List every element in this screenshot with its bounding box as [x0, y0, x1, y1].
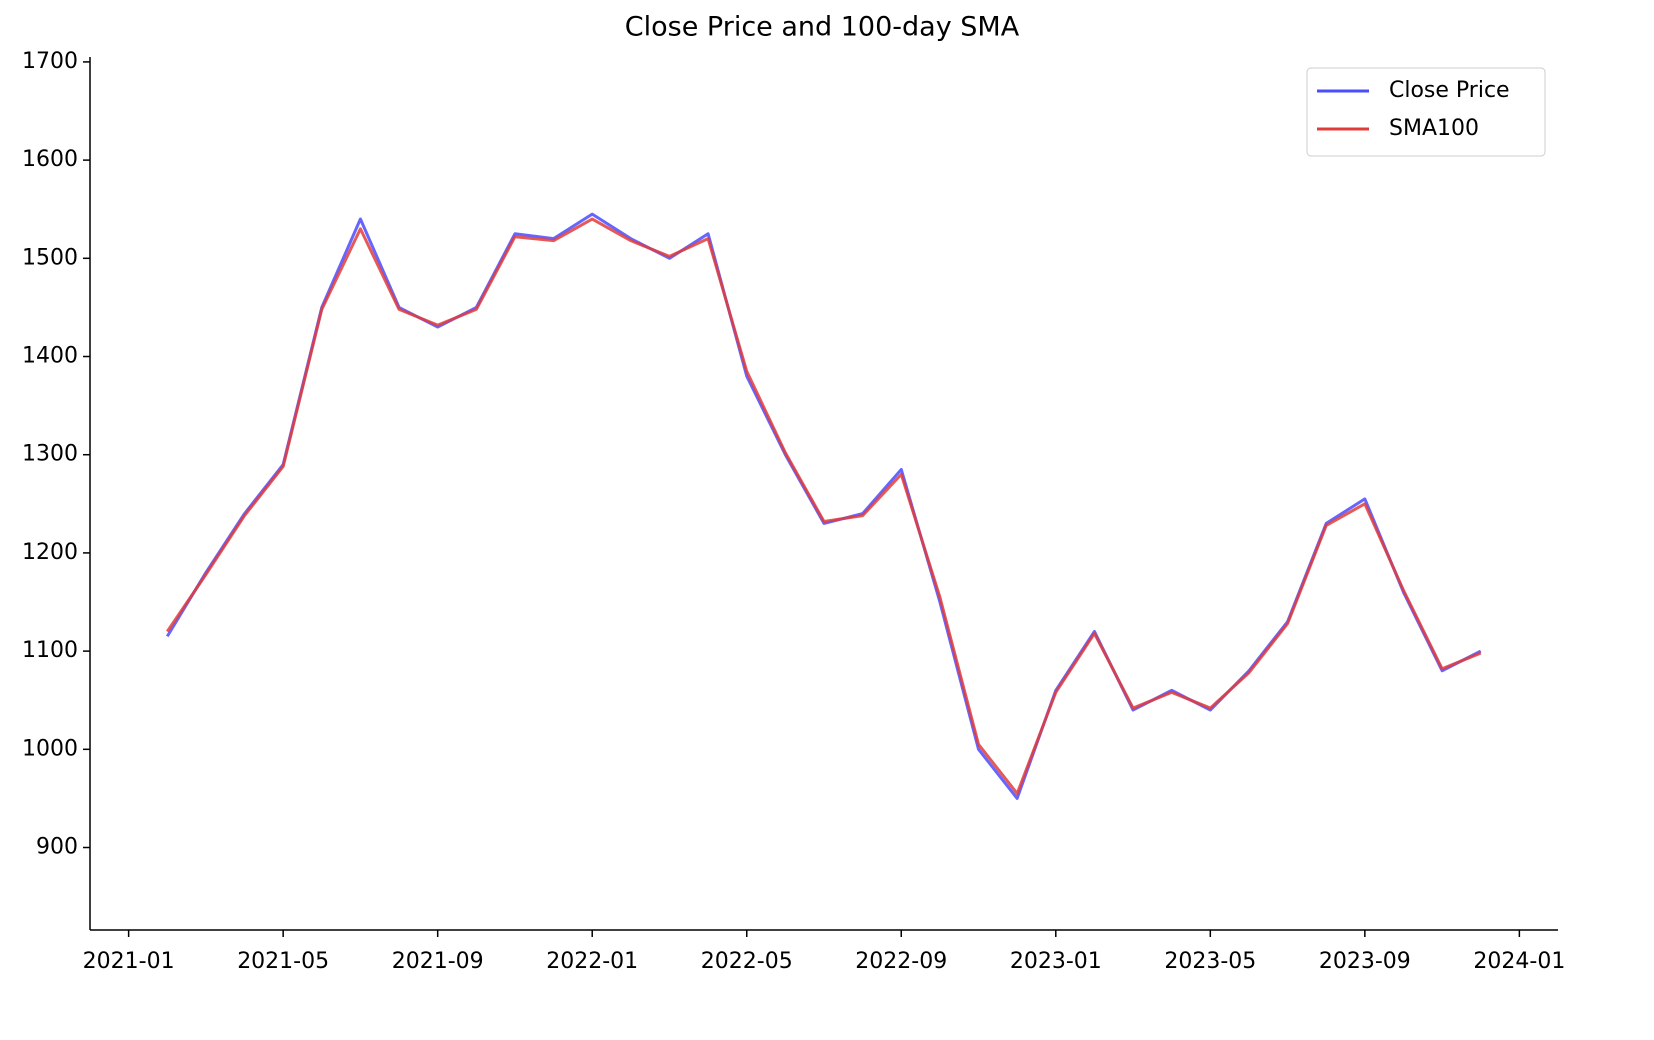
- y-tick-label: 1300: [22, 442, 78, 467]
- x-tick-label: 2023-05: [1164, 949, 1256, 974]
- x-tick-label: 2021-09: [392, 949, 484, 974]
- y-tick-label: 1000: [22, 736, 78, 761]
- x-tick-label: 2021-01: [83, 949, 175, 974]
- y-tick-label: 1200: [22, 540, 78, 565]
- x-tick-label: 2021-05: [237, 949, 329, 974]
- y-tick-label: 1400: [22, 344, 78, 369]
- x-tick-label: 2022-05: [701, 949, 793, 974]
- legend-label: Close Price: [1389, 78, 1510, 103]
- x-tick-label: 2023-09: [1319, 949, 1411, 974]
- legend-label: SMA100: [1389, 116, 1479, 141]
- x-tick-label: 2022-09: [855, 949, 947, 974]
- x-tick-label: 2024-01: [1473, 949, 1565, 974]
- chart-title: Close Price and 100-day SMA: [625, 12, 1020, 43]
- x-tick-label: 2023-01: [1010, 949, 1102, 974]
- series-line: [165, 212, 1482, 800]
- y-tick-label: 1100: [22, 638, 78, 663]
- y-tick-label: 1700: [22, 49, 78, 74]
- x-tick-label: 2022-01: [546, 949, 638, 974]
- y-tick-label: 1600: [22, 147, 78, 172]
- series-line: [166, 217, 1482, 796]
- y-tick-label: 900: [36, 835, 78, 860]
- y-tick-label: 1500: [22, 245, 78, 270]
